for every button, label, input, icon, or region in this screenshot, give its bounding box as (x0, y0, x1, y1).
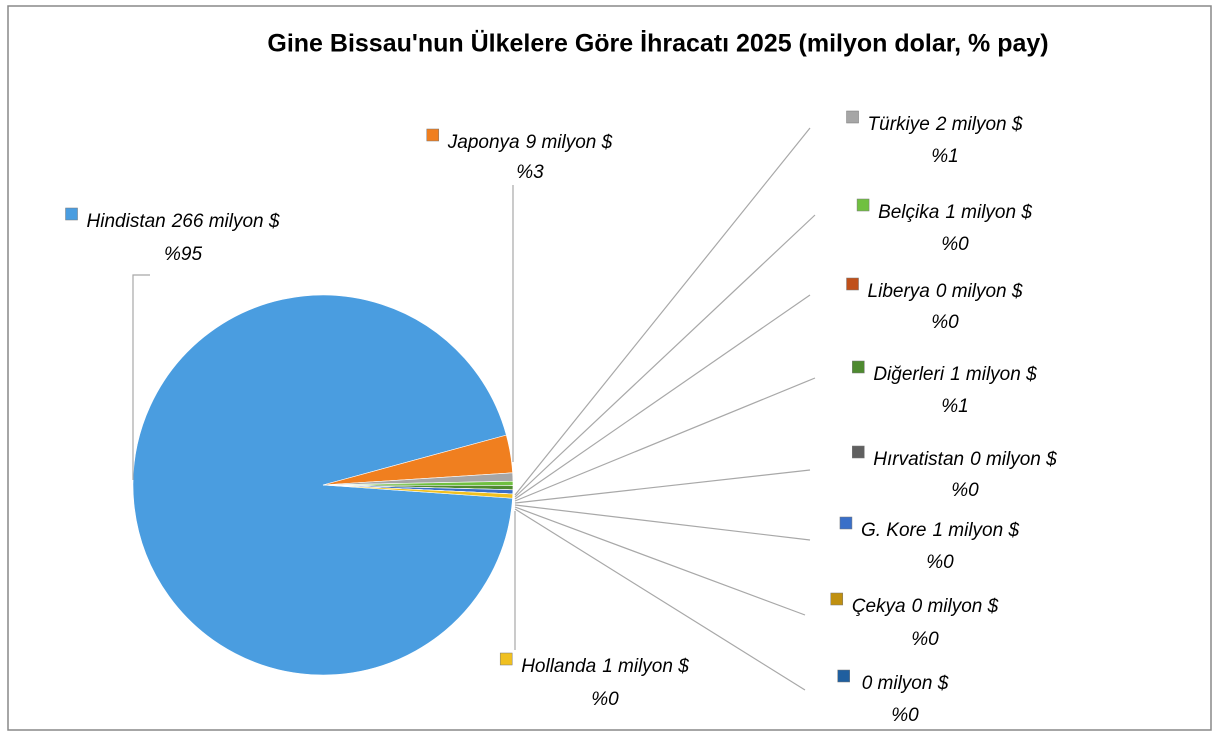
data-label-percent: %0 (911, 629, 939, 650)
leader-line (514, 506, 806, 616)
legend-key (852, 445, 865, 459)
data-label: Belçika 1 milyon $ (878, 202, 1032, 223)
data-label-category: Hollanda (521, 656, 596, 677)
data-label-value: 0 milyon $ (912, 596, 999, 617)
legend-key (852, 360, 865, 374)
data-label: Liberya 0 milyon $ (868, 281, 1023, 302)
leader-line (514, 214, 816, 498)
legend-key (846, 110, 859, 124)
data-label-value: 9 milyon $ (526, 132, 613, 153)
data-label-percent: %1 (941, 396, 968, 417)
data-label-value: 1 milyon $ (945, 202, 1032, 223)
data-label-percent: %0 (891, 705, 919, 726)
leader-line (514, 504, 811, 541)
leader-line (132, 274, 150, 480)
data-label-percent: %0 (926, 552, 954, 573)
data-label: Japonya 9 milyon $ (447, 132, 613, 153)
data-label-percent: %0 (951, 480, 979, 501)
data-label-percent: %95 (164, 244, 202, 265)
data-label-value: 0 milyon $ (970, 449, 1057, 470)
leader-line (514, 294, 811, 500)
data-label: Hırvatistan 0 milyon $ (873, 449, 1057, 470)
data-label-category: G. Kore (861, 520, 926, 541)
data-label: G. Kore 1 milyon $ (861, 520, 1020, 541)
data-label-category: Belçika (878, 202, 939, 223)
legend-key (426, 128, 440, 142)
leader-line (514, 377, 816, 502)
data-label-value: 0 milyon $ (936, 281, 1023, 302)
data-label: Çekya 0 milyon $ (852, 596, 999, 617)
legend-key (846, 277, 859, 291)
data-label-value: 2 milyon $ (935, 114, 1023, 135)
chart-title: Gine Bissau'nun Ülkelere Göre İhracatı 2… (267, 29, 1048, 58)
legend-key (499, 652, 513, 666)
data-label-value: 266 milyon $ (171, 211, 280, 232)
leader-line (514, 469, 811, 504)
legend-key (830, 592, 844, 606)
data-label: Hindistan 266 milyon $ (87, 211, 280, 232)
data-label-category: Çekya (852, 596, 906, 617)
data-label-percent: %0 (931, 312, 959, 333)
legend-key (65, 207, 78, 221)
data-label-category: Hırvatistan (873, 449, 964, 470)
data-label-category: Liberya (868, 281, 930, 302)
data-label: Hollanda 1 milyon $ (521, 656, 689, 677)
data-label-percent: %0 (941, 234, 969, 255)
legend-key (839, 516, 853, 530)
data-label-percent: %1 (931, 146, 958, 167)
legend-key (837, 669, 850, 683)
data-label-percent: %3 (516, 162, 544, 183)
data-label-value: 1 milyon $ (932, 520, 1019, 541)
data-label-category: Hindistan (87, 211, 166, 232)
data-label-percent: %0 (591, 689, 619, 710)
data-label: 0 milyon $ (862, 673, 949, 694)
data-label: Diğerleri 1 milyon $ (873, 364, 1037, 385)
data-label-value: 0 milyon $ (862, 673, 949, 694)
legend-key (856, 198, 870, 212)
data-label-category: Diğerleri (873, 364, 945, 385)
data-label-category: Türkiye (868, 114, 930, 135)
data-label-category: Japonya (447, 132, 520, 153)
leader-line (514, 127, 811, 496)
pie-slice (132, 294, 513, 676)
data-label-value: 1 milyon $ (950, 364, 1037, 385)
data-label: Türkiye 2 milyon $ (868, 114, 1023, 135)
pie-slice (322, 484, 514, 499)
data-label-value: 1 milyon $ (602, 656, 689, 677)
leader-line (514, 508, 806, 691)
